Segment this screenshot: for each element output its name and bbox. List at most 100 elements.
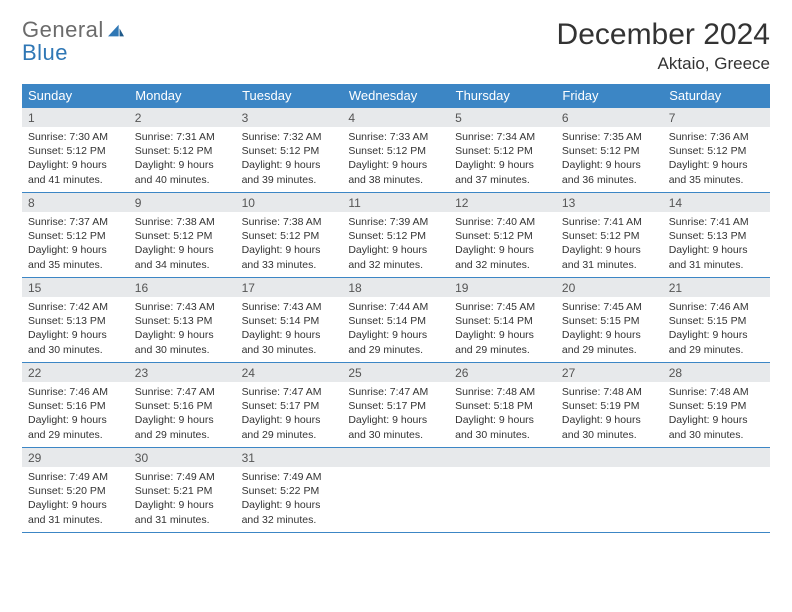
day-details: Sunrise: 7:40 AMSunset: 5:12 PMDaylight:… [449,212,556,276]
day-details: Sunrise: 7:48 AMSunset: 5:19 PMDaylight:… [663,382,770,446]
calendar-cell: 16Sunrise: 7:43 AMSunset: 5:13 PMDayligh… [129,278,236,363]
calendar-cell: 23Sunrise: 7:47 AMSunset: 5:16 PMDayligh… [129,363,236,448]
calendar-cell: 18Sunrise: 7:44 AMSunset: 5:14 PMDayligh… [342,278,449,363]
calendar-cell: 24Sunrise: 7:47 AMSunset: 5:17 PMDayligh… [236,363,343,448]
calendar-cell: 21Sunrise: 7:46 AMSunset: 5:15 PMDayligh… [663,278,770,363]
calendar-cell: 6Sunrise: 7:35 AMSunset: 5:12 PMDaylight… [556,108,663,193]
day-number: 18 [342,278,449,297]
calendar-cell: 28Sunrise: 7:48 AMSunset: 5:19 PMDayligh… [663,363,770,448]
day-number: 12 [449,193,556,212]
brand-word-2: Blue [22,40,68,65]
day-number: 20 [556,278,663,297]
day-number: 5 [449,108,556,127]
day-details: Sunrise: 7:48 AMSunset: 5:19 PMDaylight:… [556,382,663,446]
day-details: Sunrise: 7:41 AMSunset: 5:12 PMDaylight:… [556,212,663,276]
day-number: 29 [22,448,129,467]
brand-logo: GeneralBlue [22,18,126,64]
calendar-cell: 11Sunrise: 7:39 AMSunset: 5:12 PMDayligh… [342,193,449,278]
day-number: 19 [449,278,556,297]
day-details: Sunrise: 7:32 AMSunset: 5:12 PMDaylight:… [236,127,343,191]
day-number-empty [449,448,556,467]
calendar-body: 1Sunrise: 7:30 AMSunset: 5:12 PMDaylight… [22,108,770,533]
sail-icon [106,20,126,43]
day-number: 11 [342,193,449,212]
day-number: 14 [663,193,770,212]
day-number: 30 [129,448,236,467]
calendar-table: SundayMondayTuesdayWednesdayThursdayFrid… [22,84,770,533]
calendar-cell [449,448,556,533]
day-details: Sunrise: 7:46 AMSunset: 5:16 PMDaylight:… [22,382,129,446]
day-number-empty [342,448,449,467]
page-title: December 2024 [557,18,770,52]
calendar-row: 8Sunrise: 7:37 AMSunset: 5:12 PMDaylight… [22,193,770,278]
day-number-empty [556,448,663,467]
calendar-cell [663,448,770,533]
calendar-cell: 10Sunrise: 7:38 AMSunset: 5:12 PMDayligh… [236,193,343,278]
weekday-header: Sunday [22,84,129,108]
day-number: 10 [236,193,343,212]
calendar-cell: 5Sunrise: 7:34 AMSunset: 5:12 PMDaylight… [449,108,556,193]
weekday-header: Friday [556,84,663,108]
calendar-row: 1Sunrise: 7:30 AMSunset: 5:12 PMDaylight… [22,108,770,193]
day-number-empty [663,448,770,467]
calendar-cell: 15Sunrise: 7:42 AMSunset: 5:13 PMDayligh… [22,278,129,363]
day-details: Sunrise: 7:39 AMSunset: 5:12 PMDaylight:… [342,212,449,276]
calendar-cell: 13Sunrise: 7:41 AMSunset: 5:12 PMDayligh… [556,193,663,278]
day-number: 7 [663,108,770,127]
calendar-row: 22Sunrise: 7:46 AMSunset: 5:16 PMDayligh… [22,363,770,448]
calendar-cell: 4Sunrise: 7:33 AMSunset: 5:12 PMDaylight… [342,108,449,193]
calendar-cell: 22Sunrise: 7:46 AMSunset: 5:16 PMDayligh… [22,363,129,448]
calendar-cell: 9Sunrise: 7:38 AMSunset: 5:12 PMDaylight… [129,193,236,278]
weekday-header: Tuesday [236,84,343,108]
calendar-cell [342,448,449,533]
calendar-row: 29Sunrise: 7:49 AMSunset: 5:20 PMDayligh… [22,448,770,533]
day-number: 22 [22,363,129,382]
calendar-cell: 20Sunrise: 7:45 AMSunset: 5:15 PMDayligh… [556,278,663,363]
day-details: Sunrise: 7:45 AMSunset: 5:15 PMDaylight:… [556,297,663,361]
day-number: 16 [129,278,236,297]
day-number: 1 [22,108,129,127]
day-details: Sunrise: 7:38 AMSunset: 5:12 PMDaylight:… [236,212,343,276]
day-number: 25 [342,363,449,382]
day-number: 27 [556,363,663,382]
calendar-cell: 14Sunrise: 7:41 AMSunset: 5:13 PMDayligh… [663,193,770,278]
day-number: 23 [129,363,236,382]
day-details: Sunrise: 7:37 AMSunset: 5:12 PMDaylight:… [22,212,129,276]
day-details: Sunrise: 7:47 AMSunset: 5:16 PMDaylight:… [129,382,236,446]
day-details: Sunrise: 7:49 AMSunset: 5:20 PMDaylight:… [22,467,129,531]
location-label: Aktaio, Greece [557,54,770,74]
day-details: Sunrise: 7:47 AMSunset: 5:17 PMDaylight:… [236,382,343,446]
day-details: Sunrise: 7:31 AMSunset: 5:12 PMDaylight:… [129,127,236,191]
day-details: Sunrise: 7:49 AMSunset: 5:21 PMDaylight:… [129,467,236,531]
day-details: Sunrise: 7:30 AMSunset: 5:12 PMDaylight:… [22,127,129,191]
weekday-header-row: SundayMondayTuesdayWednesdayThursdayFrid… [22,84,770,108]
day-number: 17 [236,278,343,297]
calendar-cell: 2Sunrise: 7:31 AMSunset: 5:12 PMDaylight… [129,108,236,193]
day-details: Sunrise: 7:33 AMSunset: 5:12 PMDaylight:… [342,127,449,191]
day-details: Sunrise: 7:49 AMSunset: 5:22 PMDaylight:… [236,467,343,531]
day-number: 15 [22,278,129,297]
weekday-header: Saturday [663,84,770,108]
day-number: 31 [236,448,343,467]
calendar-cell: 1Sunrise: 7:30 AMSunset: 5:12 PMDaylight… [22,108,129,193]
calendar-cell: 30Sunrise: 7:49 AMSunset: 5:21 PMDayligh… [129,448,236,533]
day-details: Sunrise: 7:42 AMSunset: 5:13 PMDaylight:… [22,297,129,361]
calendar-cell: 25Sunrise: 7:47 AMSunset: 5:17 PMDayligh… [342,363,449,448]
day-number: 2 [129,108,236,127]
day-number: 26 [449,363,556,382]
calendar-cell: 26Sunrise: 7:48 AMSunset: 5:18 PMDayligh… [449,363,556,448]
day-number: 3 [236,108,343,127]
day-number: 24 [236,363,343,382]
day-details: Sunrise: 7:44 AMSunset: 5:14 PMDaylight:… [342,297,449,361]
calendar-cell: 8Sunrise: 7:37 AMSunset: 5:12 PMDaylight… [22,193,129,278]
weekday-header: Wednesday [342,84,449,108]
day-number: 21 [663,278,770,297]
day-number: 6 [556,108,663,127]
calendar-cell: 31Sunrise: 7:49 AMSunset: 5:22 PMDayligh… [236,448,343,533]
calendar-cell [556,448,663,533]
calendar-cell: 29Sunrise: 7:49 AMSunset: 5:20 PMDayligh… [22,448,129,533]
day-number: 8 [22,193,129,212]
calendar-cell: 12Sunrise: 7:40 AMSunset: 5:12 PMDayligh… [449,193,556,278]
day-details: Sunrise: 7:43 AMSunset: 5:14 PMDaylight:… [236,297,343,361]
day-details: Sunrise: 7:35 AMSunset: 5:12 PMDaylight:… [556,127,663,191]
